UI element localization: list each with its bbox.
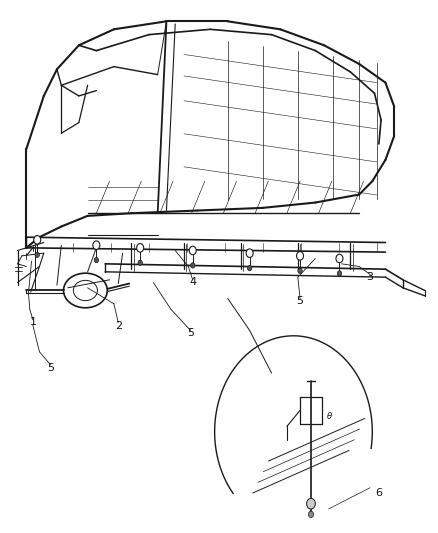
Circle shape	[298, 268, 302, 273]
Text: $\theta$: $\theta$	[326, 410, 333, 421]
Circle shape	[35, 252, 39, 257]
Circle shape	[191, 263, 195, 268]
Circle shape	[308, 511, 314, 518]
Text: 2: 2	[115, 321, 122, 331]
Text: 1: 1	[29, 318, 36, 327]
Text: 5: 5	[187, 328, 194, 338]
Circle shape	[189, 246, 196, 255]
Circle shape	[246, 249, 253, 257]
Circle shape	[297, 252, 304, 260]
Circle shape	[93, 241, 100, 249]
Circle shape	[337, 271, 342, 276]
Circle shape	[247, 265, 252, 271]
Text: 5: 5	[47, 363, 54, 373]
Circle shape	[307, 498, 315, 509]
Circle shape	[34, 236, 41, 244]
Text: 6: 6	[375, 488, 382, 498]
Text: 3: 3	[367, 272, 374, 282]
Text: 4: 4	[189, 278, 196, 287]
Circle shape	[94, 257, 99, 263]
Circle shape	[336, 254, 343, 263]
Text: 5: 5	[297, 296, 304, 306]
Circle shape	[137, 244, 144, 252]
Circle shape	[138, 260, 142, 265]
